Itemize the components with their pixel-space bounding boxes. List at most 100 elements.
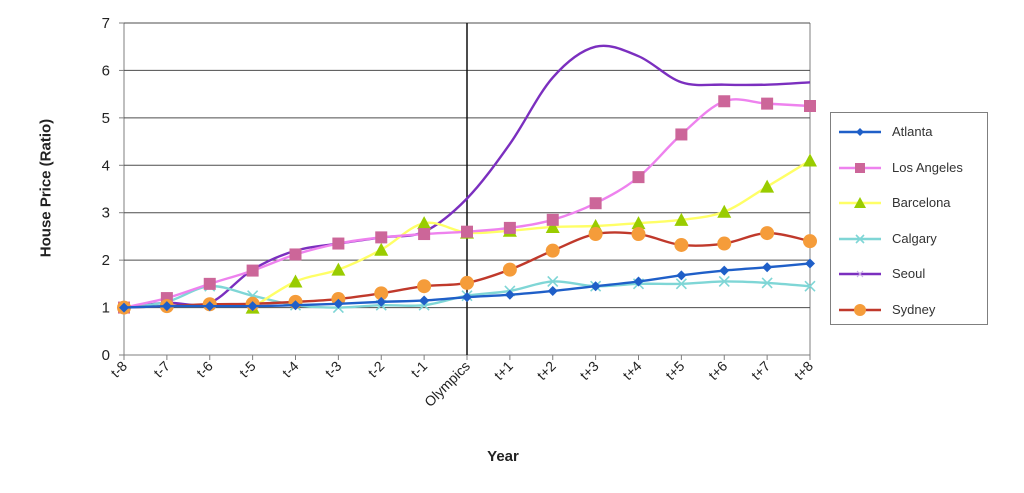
data-point-atlanta [504,289,515,300]
data-point-barcelona [674,212,689,226]
data-point-los-angeles [461,225,473,238]
x-tick-label: t+3 [576,358,602,384]
legend-label-los-angeles: Los Angeles [892,159,963,175]
data-point-atlanta [762,262,773,273]
data-point-los-angeles [632,171,645,184]
x-tick-label: t-1 [407,358,430,381]
legend-swatch-atlanta [839,128,881,136]
series-line-seoul [123,44,811,309]
x-tick-label: t+1 [491,358,517,384]
x-tick-label: t+6 [705,358,731,384]
data-point-barcelona [545,219,560,233]
data-point-atlanta [719,265,730,276]
data-point-los-angeles [675,128,688,141]
x-tick-label: t+5 [662,358,688,384]
data-point-sydney [502,262,517,277]
data-point-sydney [717,236,732,251]
data-point-atlanta [676,270,687,281]
legend-item-sydney: Sydney [831,300,989,320]
data-point-los-angeles [375,231,388,244]
data-point-barcelona [417,216,432,230]
data-point-sydney [674,237,689,252]
legend-item-atlanta: Atlanta [831,122,989,142]
data-point-barcelona [331,262,346,276]
x-tick-label: t+8 [791,358,817,384]
legend-label-calgary: Calgary [892,230,937,246]
legend-swatch-calgary [839,233,881,244]
data-point-los-angeles [203,277,216,290]
legend-label-seoul: Seoul [892,266,926,281]
data-point-barcelona [760,179,775,193]
data-point-atlanta [333,298,344,309]
y-tick-label: 6 [102,62,110,79]
x-tick-label: t-2 [365,358,388,381]
legend-swatch-los-angeles [839,162,881,173]
legend: Atlanta Los Angeles Barcelona Calgary Seoul S… [830,112,988,325]
data-point-los-angeles [589,197,602,210]
legend-item-los-angeles: Los Angeles [831,158,989,178]
x-tick-label: t-8 [107,358,130,381]
data-point-barcelona [631,216,646,230]
x-tick-label: t-7 [150,358,173,381]
data-point-sydney [631,227,646,242]
data-point-atlanta [204,301,215,312]
data-point-calgary [547,275,559,288]
legend-label-atlanta: Atlanta [892,124,933,139]
legend-swatch-barcelona [839,197,881,208]
y-tick-label: 2 [102,252,110,269]
data-point-atlanta [805,258,815,269]
legend-label-barcelona: Barcelona [892,195,951,210]
y-axis-label: House Price (Ratio) [37,118,55,258]
y-tick-label: 7 [102,15,110,32]
data-point-barcelona [717,204,732,218]
x-tick-label: Olympics [421,358,473,410]
data-point-sydney [374,286,389,301]
x-tick-label: t-3 [322,358,345,381]
data-point-calgary [804,280,816,292]
x-tick-label: t+4 [619,358,645,384]
data-point-los-angeles [804,100,816,112]
data-point-sydney [760,226,775,241]
x-tick-label: t-5 [236,358,259,381]
data-point-los-angeles [289,248,302,261]
data-point-los-angeles [718,95,731,108]
data-point-sydney [545,243,560,258]
data-point-los-angeles [761,97,774,110]
data-point-los-angeles [246,264,259,277]
data-point-barcelona [374,242,389,256]
y-tick-label: 3 [102,205,110,222]
data-point-atlanta [290,300,301,311]
x-tick-label: t+2 [534,358,560,384]
x-tick-label: t+7 [748,358,774,384]
data-point-sydney [417,279,432,294]
data-point-sydney [803,234,817,249]
y-tick-label: 4 [102,157,110,174]
data-point-sydney [588,227,603,242]
data-point-atlanta [376,296,387,307]
x-tick-label: t-4 [279,358,302,381]
y-tick-label: 0 [102,347,110,364]
data-point-atlanta [547,285,558,296]
data-point-calgary [675,278,687,290]
legend-item-barcelona: Barcelona [831,193,989,213]
data-point-atlanta [633,276,644,287]
data-point-atlanta [247,301,258,312]
data-point-calgary [761,277,773,289]
legend-swatch-sydney [839,303,881,316]
data-point-atlanta [161,301,172,312]
x-axis-label: Year [487,448,519,465]
y-tick-label: 5 [102,110,110,127]
data-point-sydney [460,275,474,290]
legend-swatch-seoul [839,270,881,278]
data-point-barcelona [288,274,303,288]
data-point-los-angeles [332,237,345,250]
data-point-atlanta [462,292,472,303]
data-point-los-angeles [546,213,559,226]
data-point-barcelona [803,153,817,167]
legend-item-seoul: Seoul [831,264,989,284]
x-tick-label: t-6 [193,358,216,381]
data-point-los-angeles [503,221,516,234]
data-point-calgary [718,275,730,288]
